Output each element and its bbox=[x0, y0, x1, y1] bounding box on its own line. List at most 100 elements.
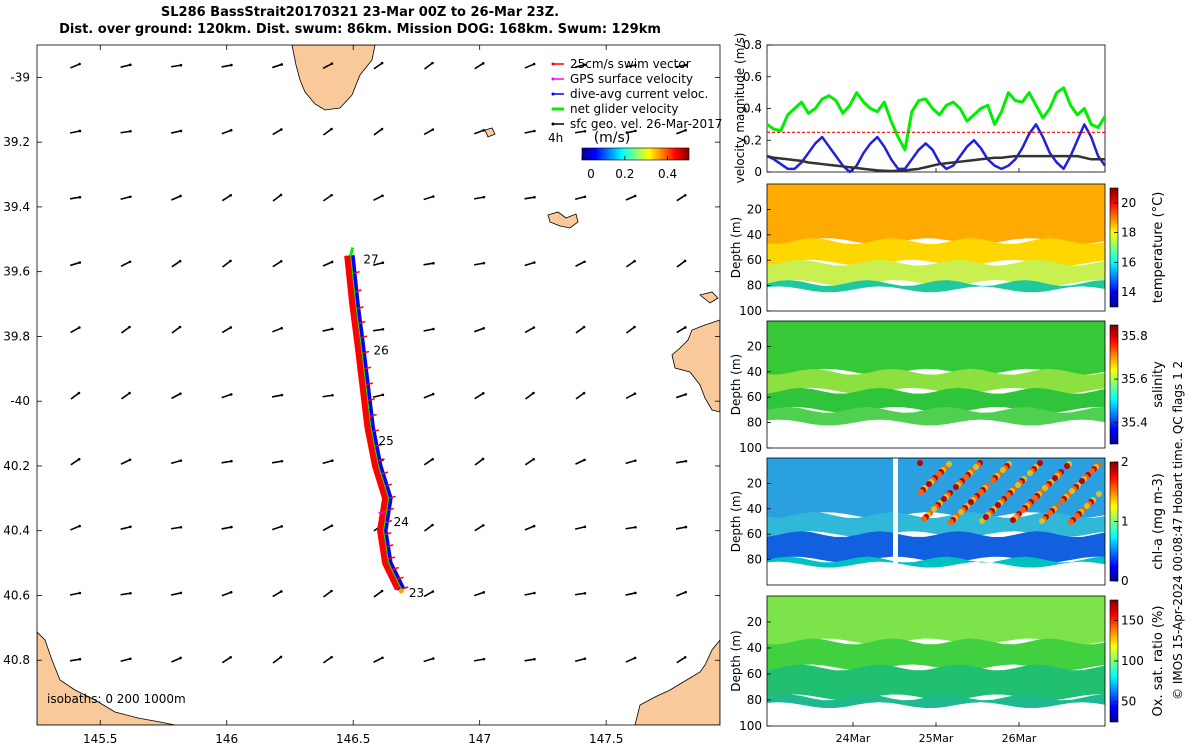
swim-vector bbox=[355, 345, 362, 349]
geo-velocity-arrow bbox=[524, 458, 535, 466]
swim-vector bbox=[365, 382, 374, 386]
map-ytick-label: 40.4 bbox=[3, 524, 30, 538]
geo-velocity-arrowhead bbox=[331, 327, 334, 331]
geo-velocity-arrow bbox=[524, 130, 535, 134]
geo-velocity-arrow bbox=[171, 326, 181, 334]
geo-velocity-arrowhead bbox=[179, 392, 182, 395]
geo-velocity-arrowhead bbox=[431, 657, 435, 660]
section-panel: 20 40 60 80 100 Depth (m) 50 100 150 Ox. sat. rat… bbox=[729, 595, 1166, 745]
section-colorbar-tick-label: 2 bbox=[1121, 455, 1129, 469]
geo-velocity-arrowhead bbox=[78, 591, 82, 595]
chl-sample bbox=[1064, 463, 1070, 469]
geo-velocity-arrowhead bbox=[582, 391, 586, 395]
geo-velocity-arrow bbox=[322, 194, 333, 202]
swim-vector bbox=[345, 258, 352, 263]
geo-velocity-arrow bbox=[170, 459, 182, 465]
chl-sample bbox=[948, 519, 954, 525]
section-ytick-label: 60 bbox=[747, 390, 762, 404]
geo-velocity-arrow bbox=[70, 525, 80, 531]
swim-vector bbox=[367, 438, 374, 443]
geo-velocity-arrowhead bbox=[482, 591, 486, 594]
geo-velocity-arrow bbox=[170, 64, 182, 68]
geo-velocity-arrowhead bbox=[633, 656, 637, 660]
velocity-series-line bbox=[766, 154, 1105, 173]
section-band bbox=[767, 280, 1105, 293]
title-line-2: Dist. over ground: 120km. Dist. swum: 86… bbox=[59, 22, 661, 37]
chl-sample bbox=[917, 460, 923, 466]
section-colorbar-tick-label: 50 bbox=[1121, 695, 1136, 709]
colorbar-tick-label: 0.2 bbox=[615, 167, 634, 181]
swim-vector bbox=[358, 377, 366, 381]
swim-vector bbox=[358, 320, 366, 325]
geo-velocity-arrowhead bbox=[280, 525, 284, 528]
section-field bbox=[767, 184, 1105, 293]
legend-entry: GPS surface velocity bbox=[570, 72, 693, 86]
geo-velocity-arrowhead bbox=[583, 129, 587, 133]
geo-velocity-arrow bbox=[575, 392, 585, 400]
geo-velocity-arrow bbox=[271, 460, 283, 464]
geo-velocity-arrow bbox=[221, 194, 232, 202]
gps-surface-velocity bbox=[378, 510, 387, 514]
section-ytick-label: 80 bbox=[747, 693, 762, 707]
section-ytick-label: 20 bbox=[747, 615, 762, 629]
colorbar-tick-label: 0.4 bbox=[658, 167, 677, 181]
geo-velocity-arrowhead bbox=[633, 259, 636, 263]
day-label: 25 bbox=[379, 434, 394, 448]
chl-sample bbox=[1052, 475, 1058, 481]
geo-velocity-arrow bbox=[625, 130, 636, 134]
chl-sample bbox=[936, 471, 942, 477]
geo-velocity-arrow bbox=[423, 328, 434, 332]
geo-velocity-arrowhead bbox=[280, 63, 284, 66]
chl-sample bbox=[1069, 488, 1075, 494]
geo-velocity-arrowhead bbox=[128, 325, 131, 329]
geo-velocity-arrowhead bbox=[583, 195, 587, 199]
geo-velocity-arrowhead bbox=[381, 261, 385, 265]
geo-velocity-arrowhead bbox=[684, 326, 687, 329]
geo-velocity-arrowhead bbox=[330, 655, 333, 659]
geo-velocity-arrow bbox=[322, 62, 333, 70]
section-ytick-label: 40 bbox=[747, 365, 762, 379]
geo-velocity-arrowhead bbox=[532, 457, 535, 461]
geo-velocity-arrowhead bbox=[330, 260, 334, 264]
swim-vector bbox=[348, 295, 356, 299]
time-step-label: 4h bbox=[548, 131, 563, 145]
geo-velocity-arrowhead bbox=[330, 62, 334, 65]
geo-velocity-arrowhead bbox=[330, 193, 333, 197]
geo-velocity-arrowhead bbox=[128, 260, 132, 264]
velocity-colorbar bbox=[581, 147, 690, 161]
chl-sample bbox=[1084, 503, 1090, 509]
geo-velocity-arrowhead bbox=[634, 63, 637, 67]
geo-velocity-arrowhead bbox=[482, 129, 486, 132]
geo-velocity-arrow bbox=[423, 393, 434, 399]
date-tick-label: 24Mar bbox=[836, 732, 871, 745]
date-tick-label: 25Mar bbox=[919, 732, 954, 745]
geo-velocity-arrowhead bbox=[280, 128, 283, 131]
geo-velocity-arrow bbox=[524, 326, 535, 334]
map-ytick-label: 39.6 bbox=[3, 265, 30, 279]
geo-velocity-arrow bbox=[524, 196, 535, 200]
swim-vector bbox=[396, 576, 404, 581]
geo-velocity-arrow bbox=[524, 592, 535, 596]
geo-velocity-arrowhead bbox=[77, 391, 81, 395]
geo-velocity-arrowhead bbox=[634, 591, 637, 595]
section-ytick-label: 60 bbox=[747, 667, 762, 681]
section-colorbar-tick-label: 35.4 bbox=[1121, 415, 1148, 429]
section-band bbox=[767, 531, 1105, 563]
geo-velocity-arrowhead bbox=[431, 457, 434, 461]
geo-velocity-arrow bbox=[423, 590, 434, 598]
geo-velocity-arrow bbox=[70, 63, 80, 69]
section-ytick-label: 60 bbox=[747, 527, 762, 541]
geo-velocity-arrowhead bbox=[532, 391, 535, 395]
swim-vector bbox=[380, 471, 389, 475]
geo-velocity-arrowhead bbox=[230, 63, 233, 67]
section-colorbar-tick-label: 100 bbox=[1121, 654, 1144, 668]
geo-velocity-arrow bbox=[322, 328, 333, 332]
geo-velocity-arrowhead bbox=[78, 326, 81, 329]
geo-velocity-arrowhead bbox=[279, 590, 283, 593]
legend-entry: net glider velocity bbox=[570, 102, 678, 116]
geo-velocity-arrowhead bbox=[280, 393, 284, 397]
geo-velocity-arrowhead bbox=[178, 325, 182, 329]
geo-velocity-arrowhead bbox=[532, 62, 536, 66]
geo-velocity-arrowhead bbox=[481, 392, 485, 395]
section-band bbox=[767, 259, 1105, 287]
